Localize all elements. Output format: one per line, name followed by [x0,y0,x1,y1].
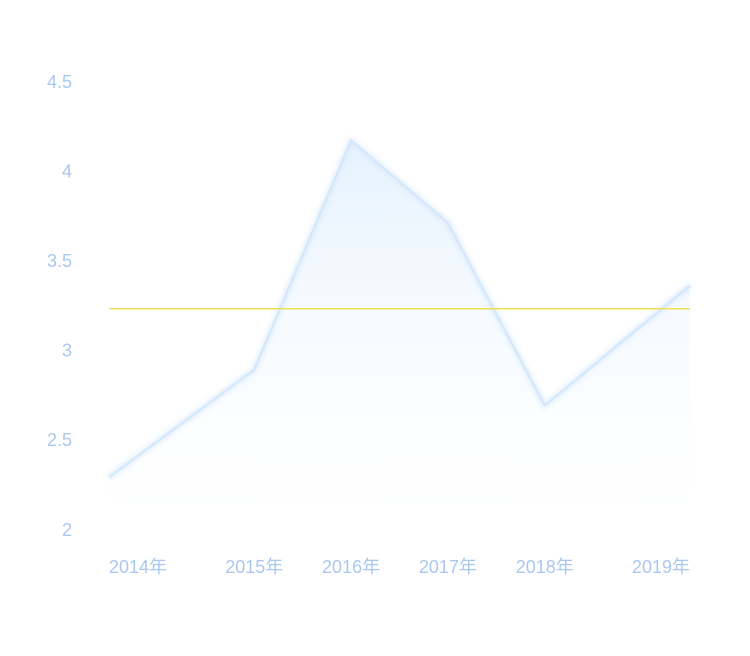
y-tick-label: 2 [62,520,72,540]
x-tick-label: 2017年 [419,557,477,577]
y-tick-label: 3 [62,341,72,361]
y-tick-label: 3.5 [47,251,72,271]
y-tick-label: 2.5 [47,430,72,450]
y-tick-label: 4.5 [47,72,72,92]
x-tick-label: 2014年 [109,557,167,577]
x-tick-label: 2015年 [225,557,283,577]
series-area [109,140,690,532]
series-line [108,139,691,479]
y-tick-label: 4 [62,161,72,181]
x-tick-label: 2018年 [516,557,574,577]
x-axis: 2014年 2015年 2016年 2017年 2018年 2019年 [109,557,690,577]
x-tick-label: 2016年 [322,557,380,577]
plot-area [107,137,692,532]
x-tick-label: 2019年 [632,557,690,577]
y-axis: 2 2.5 3 3.5 4 4.5 [47,72,72,540]
